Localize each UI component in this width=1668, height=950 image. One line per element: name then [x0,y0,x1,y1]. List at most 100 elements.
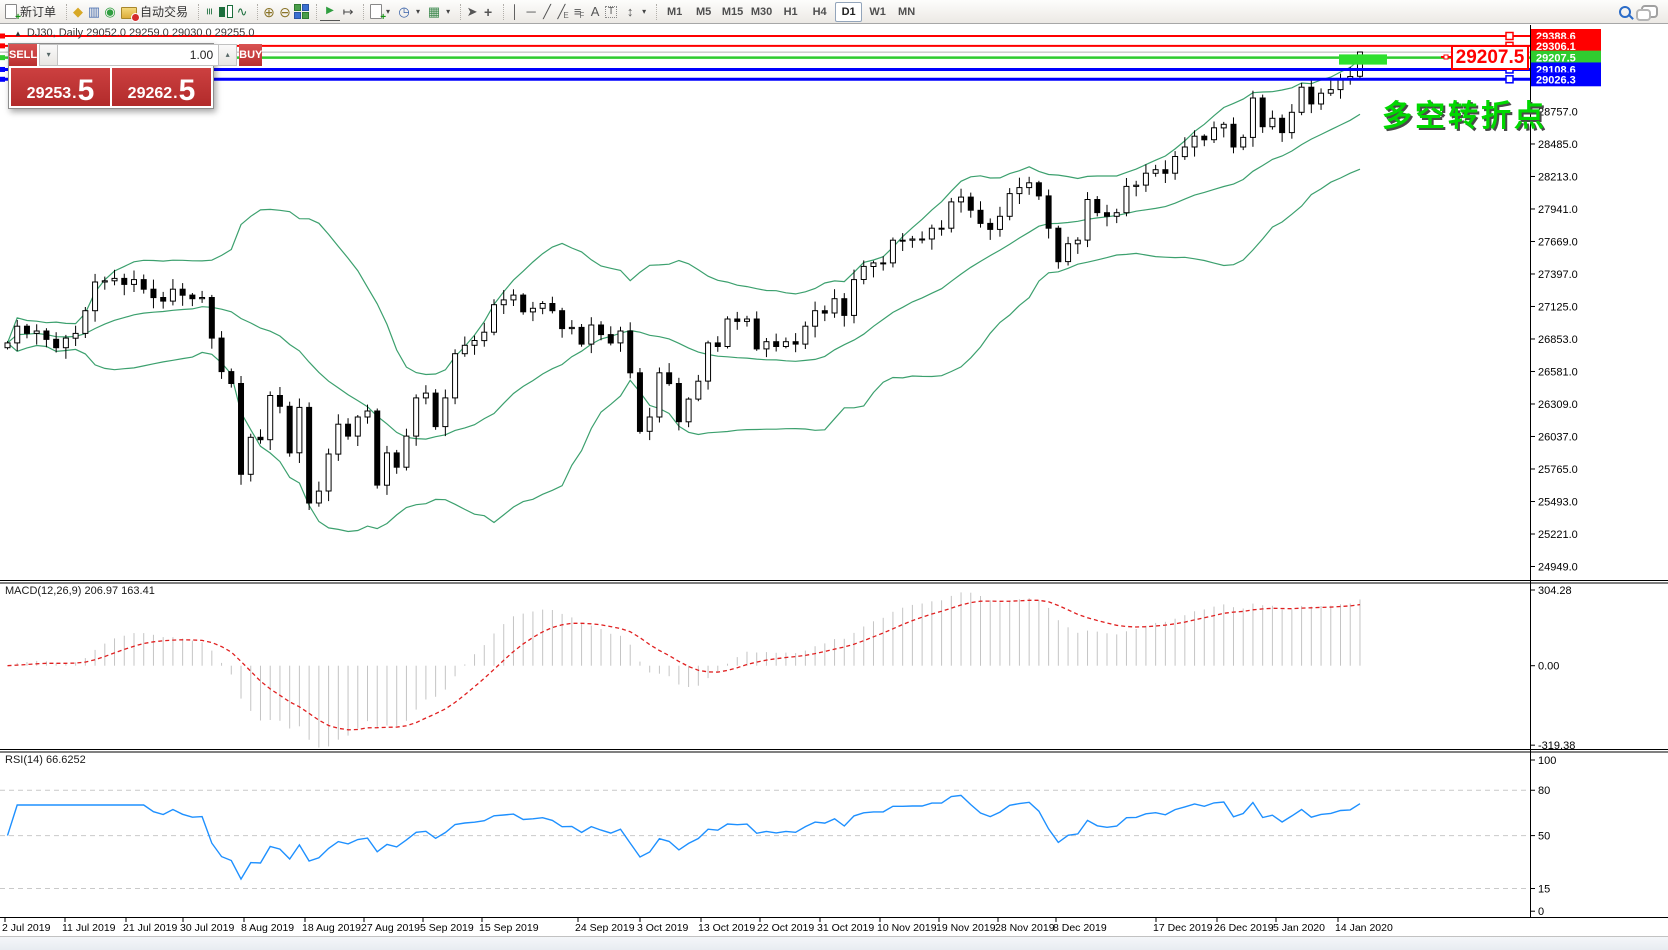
profiles-icon[interactable]: ▥ [87,4,101,19]
svg-text:29306.1: 29306.1 [1536,41,1576,53]
svg-text:0: 0 [1538,906,1544,918]
svg-text:304.28: 304.28 [1538,585,1572,597]
svg-text:24 Sep 2019: 24 Sep 2019 [575,922,635,934]
equidistant-channel-icon[interactable]: ╱ E [557,4,569,20]
svg-text:27941.0: 27941.0 [1538,204,1578,216]
text-label-icon[interactable]: T [603,3,619,20]
macd-indicator-label: MACD(12,26,9) 206.97 163.41 [5,585,155,597]
svg-text:80: 80 [1538,785,1550,797]
svg-text:15 Sep 2019: 15 Sep 2019 [479,922,539,934]
indicators-button[interactable]: + ▾ [367,2,393,23]
collapse-panel-icon[interactable]: ▲ [14,29,22,38]
svg-text:27669.0: 27669.0 [1538,236,1578,248]
svg-text:19 Nov 2019: 19 Nov 2019 [936,922,996,934]
chevron-down-icon: ▾ [416,7,421,16]
tile-windows-icon[interactable] [293,3,309,20]
toolbar-grip [310,3,318,20]
svg-text:27 Aug 2019: 27 Aug 2019 [361,922,420,934]
timeframe-h4[interactable]: H4 [812,5,827,18]
search-icon[interactable] [1619,5,1631,18]
buy-price[interactable]: 29262. 5 [112,68,211,106]
svg-text:26037.0: 26037.0 [1538,431,1578,443]
zoom-in-icon[interactable]: ⊕ [263,3,275,20]
svg-text:29026.3: 29026.3 [1536,74,1576,86]
price-level-tag: 29207.5 [1451,45,1529,70]
timeframe-m30[interactable]: M30 [750,5,773,18]
market-watch-icon[interactable]: ◆ [73,4,84,19]
svg-text:3 Oct 2019: 3 Oct 2019 [637,922,689,934]
volume-increase-button[interactable]: ▴ [218,44,238,66]
svg-text:21 Jul 2019: 21 Jul 2019 [123,922,177,934]
svg-text:25765.0: 25765.0 [1538,464,1578,476]
chevron-down-icon: ▾ [446,7,451,16]
cursor-icon[interactable]: ➤ [466,4,478,19]
svg-text:26 Dec 2019: 26 Dec 2019 [1214,922,1274,934]
periods-button[interactable]: ◷ ▾ [393,2,423,22]
buy-button[interactable]: BUY [239,44,263,66]
timeframe-m5[interactable]: M5 [695,5,712,18]
svg-text:30 Jul 2019: 30 Jul 2019 [180,922,234,934]
svg-text:31 Oct 2019: 31 Oct 2019 [817,922,874,934]
svg-text:8 Aug 2019: 8 Aug 2019 [241,922,294,934]
timeframe-d1[interactable]: D1 [835,1,863,22]
zoom-out-icon[interactable]: ⊖ [279,3,291,20]
new-order-label: 新订单 [20,5,57,19]
sell-price[interactable]: 29253. 5 [11,68,110,106]
text-icon[interactable]: A [590,4,600,19]
rsi-indicator-label: RSI(14) 66.6252 [5,754,86,766]
volume-spinner: ▾ ▴ [39,44,238,66]
svg-text:5 Jan 2020: 5 Jan 2020 [1273,922,1325,934]
vertical-line-icon[interactable]: │ [511,4,520,19]
templates-button[interactable]: ▦ ▾ [423,2,453,22]
svg-text:18 Aug 2019: 18 Aug 2019 [302,922,361,934]
svg-text:25221.0: 25221.0 [1538,529,1578,541]
arrows-button[interactable]: ↕ ▾ [619,2,649,22]
toolbar-grip [454,3,462,20]
svg-text:10 Nov 2019: 10 Nov 2019 [877,922,937,934]
auto-scroll-icon[interactable]: ▶ [320,2,341,21]
new-order-button[interactable]: + 新订单 [2,2,59,23]
template-icon: ▦ [427,4,441,19]
horizontal-line-icon[interactable]: ─ [526,4,536,19]
svg-text:29207.5: 29207.5 [1536,53,1576,65]
svg-text:50: 50 [1538,831,1550,843]
volume-input[interactable] [58,44,219,66]
svg-text:0.00: 0.00 [1538,661,1559,673]
timeframe-h1[interactable]: H1 [783,5,798,18]
svg-text:27125.0: 27125.0 [1538,301,1578,313]
trendline-icon[interactable]: ╱ [543,4,551,19]
svg-text:28485.0: 28485.0 [1538,139,1578,151]
svg-text:27397.0: 27397.0 [1538,269,1578,281]
line-chart-icon[interactable]: ∿ [236,4,248,19]
one-click-trade-panel: SELL ▾ ▴ BUY 29253.5 29262.5 [8,43,263,109]
svg-text:28757.0: 28757.0 [1538,106,1578,118]
auto-trading-button[interactable]: 自动交易 [118,2,191,22]
sell-button[interactable]: SELL [9,44,38,66]
clock-icon: ◷ [398,4,410,19]
toolbar-grip [192,3,200,20]
chart-title: ▲ DJ30, Daily 29052.0 29259.0 29030.0 292… [14,27,255,39]
chart-shift-icon[interactable]: ↦ [342,4,354,19]
fibonacci-icon[interactable]: ≡ F [573,4,585,20]
chevron-down-icon: ▾ [386,7,391,16]
candlestick-chart-icon[interactable] [218,3,234,20]
svg-text:5 Sep 2019: 5 Sep 2019 [420,922,474,934]
timeframe-mn[interactable]: MN [898,5,916,18]
toolbar-grip [251,3,259,20]
svg-text:-319.38: -319.38 [1538,740,1575,752]
timeframe-w1[interactable]: W1 [869,5,886,18]
timeframe-m1[interactable]: M1 [666,5,683,18]
chat-icon[interactable] [1636,5,1658,21]
svg-text:24949.0: 24949.0 [1538,561,1578,573]
signals-icon[interactable]: ◉ [104,4,116,19]
svg-text:28 Nov 2019: 28 Nov 2019 [995,922,1055,934]
crosshair-icon[interactable]: + [483,3,493,20]
status-bar [0,936,1668,950]
svg-text:15: 15 [1538,884,1550,896]
timeframe-m15[interactable]: M15 [721,5,744,18]
volume-decrease-button[interactable]: ▾ [39,44,59,66]
toolbar-grip [650,3,658,20]
svg-text:26853.0: 26853.0 [1538,334,1578,346]
bar-chart-icon[interactable]: ≡ [203,7,218,15]
